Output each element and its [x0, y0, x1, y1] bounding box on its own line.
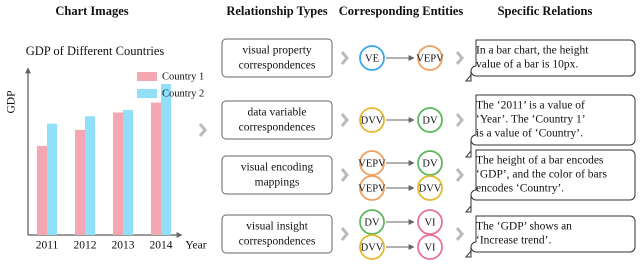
entity	[359, 234, 385, 260]
entity-label: DV	[422, 115, 438, 126]
relation-type: visual property	[242, 45, 312, 57]
entity	[417, 107, 443, 133]
chevron	[455, 168, 464, 182]
entity-label: VEPV	[358, 183, 386, 194]
entity	[359, 45, 385, 71]
x-tick-label: 2011	[36, 240, 59, 252]
speech-bubble	[464, 94, 636, 158]
entity-label: DV	[422, 158, 438, 169]
relation-type-box	[221, 100, 333, 140]
relation-text: encodes ‘Country’.	[476, 183, 564, 195]
entity-label: VE	[365, 53, 379, 64]
chevron	[455, 113, 464, 127]
entity	[359, 175, 385, 201]
relation-text: value of a bar is 10px.	[476, 59, 578, 71]
relation-text: In a bar chart, the height	[476, 45, 589, 57]
entity	[359, 107, 385, 133]
speech-bubble	[464, 215, 636, 258]
relation-text: The ‘GDP’ shows an	[476, 221, 572, 233]
entity-label: DVV	[419, 183, 442, 194]
chevron	[340, 168, 349, 182]
relation-text: is a value of ‘Country’.	[476, 128, 583, 140]
entity	[359, 209, 385, 235]
chevron	[340, 227, 349, 241]
relation-text: The height of a bar encodes	[476, 155, 604, 167]
relation-type: correspondences	[239, 60, 316, 72]
relation-type: data variable	[247, 107, 306, 119]
relation-type: mappings	[255, 177, 300, 189]
x-tick-label: 2013	[112, 240, 135, 252]
chevron	[340, 113, 349, 127]
relation-text: The ‘2011’ is a value of	[476, 100, 585, 112]
entity-label: VI	[424, 242, 436, 253]
bar	[85, 116, 95, 235]
legend-label: Country 2	[162, 88, 204, 99]
header: Chart Images	[55, 4, 128, 18]
bar	[151, 102, 161, 235]
entity-label: VEPV	[416, 53, 444, 64]
bar	[113, 112, 123, 235]
relation-type: correspondences	[239, 236, 316, 248]
bar	[47, 123, 57, 235]
y-label: GDP	[6, 90, 18, 113]
bar	[161, 84, 171, 235]
relation-type-box	[221, 214, 333, 254]
chart-title: GDP of Different Countries	[26, 44, 165, 58]
legend-swatch	[137, 72, 157, 81]
chevron	[340, 51, 349, 65]
entity-label: VEPV	[358, 158, 386, 169]
relation-type-box	[221, 38, 333, 78]
entity	[417, 175, 443, 201]
entity	[417, 150, 443, 176]
relation-text: ‘GDP’, and the color of bars	[476, 169, 607, 181]
x-tick-label: 2014	[150, 240, 173, 252]
relation-type: visual encoding	[241, 162, 314, 174]
entity	[359, 150, 385, 176]
chevron	[198, 123, 207, 137]
chevron	[455, 51, 464, 65]
header: Specific Relations	[498, 4, 593, 18]
speech-bubble	[464, 149, 636, 213]
header: Relationship Types	[226, 4, 327, 18]
header: Corresponding Entities	[339, 4, 464, 18]
relation-type-box	[221, 155, 333, 195]
entity-label: DVV	[361, 242, 384, 253]
x-label: Year	[185, 240, 206, 252]
entity	[417, 209, 443, 235]
bar	[37, 145, 47, 235]
x-tick-label: 2012	[74, 240, 97, 252]
relation-text: ‘Increase trend’.	[476, 235, 551, 247]
legend-label: Country 1	[162, 71, 204, 82]
entity-label: VI	[424, 217, 436, 228]
bar	[123, 110, 133, 235]
speech-bubble	[464, 39, 636, 82]
entity-label: DV	[364, 217, 380, 228]
entity-label: DVV	[361, 115, 384, 126]
chevron	[455, 227, 464, 241]
relation-type: visual insight	[246, 221, 308, 233]
bar	[75, 129, 85, 235]
relation-type: correspondences	[239, 122, 316, 134]
entity	[417, 234, 443, 260]
legend-swatch	[137, 89, 157, 98]
relation-text: ‘Year’. The ‘Country 1’	[476, 114, 586, 126]
entity	[417, 45, 443, 71]
